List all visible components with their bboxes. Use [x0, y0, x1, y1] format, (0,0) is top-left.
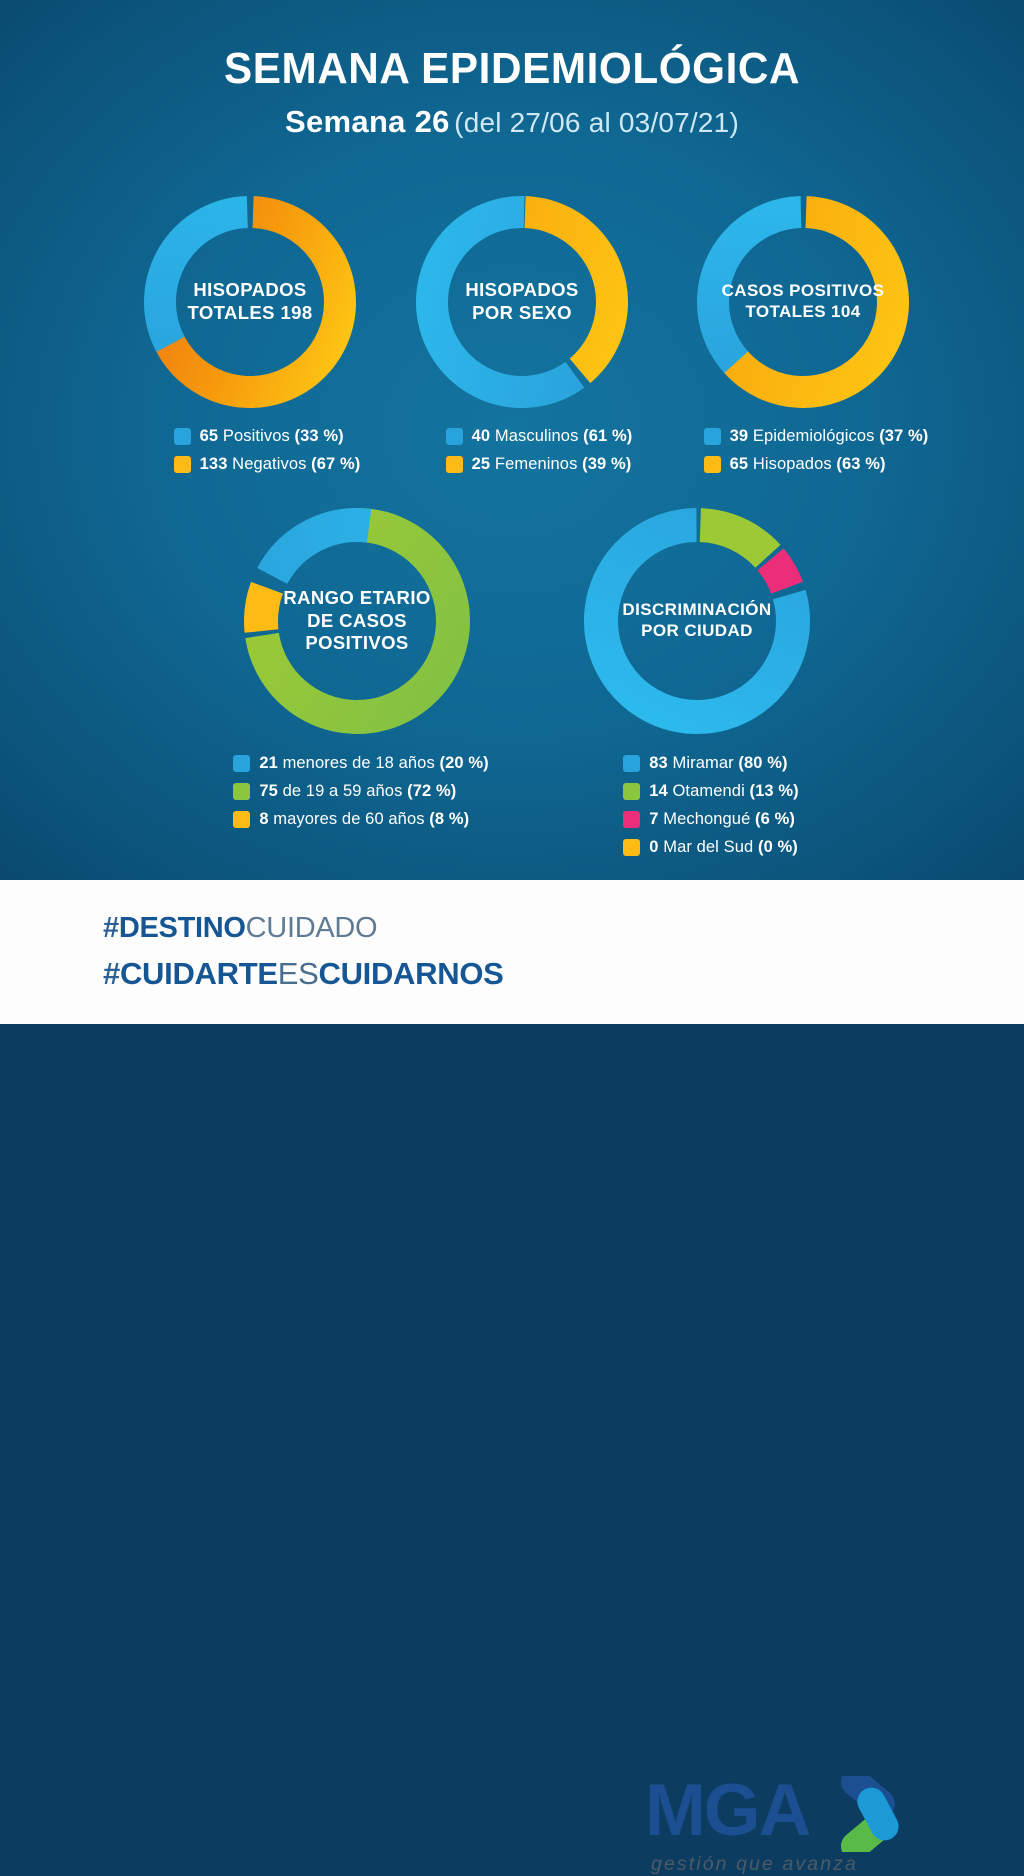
legend-item: 0 Mar del Sud (0 %): [623, 838, 798, 857]
subtitle: Semana 26 (del 27/06 al 03/07/21): [0, 104, 1024, 140]
donut-svg: [697, 196, 909, 408]
footer: #DESTINOCUIDADO #CUIDARTEESCUIDARNOS MGA: [0, 880, 1024, 1875]
legend-text: 0 Mar del Sud (0 %): [649, 838, 798, 856]
legend-text: 133 Negativos (67 %): [199, 455, 361, 473]
legend-item: 75 de 19 a 59 años (72 %): [233, 782, 488, 801]
legend-text: 40 Masculinos (61 %): [471, 427, 633, 445]
legend-swatch: [623, 783, 641, 800]
legend-text: 65 Positivos (33 %): [199, 427, 344, 445]
legend-hisopados-totales: 65 Positivos (33 %) 133 Negativos (67 %): [173, 427, 361, 474]
legend-swatch: [233, 811, 251, 828]
hashtag-bold-part: CUIDARTE: [119, 956, 278, 992]
donut-discriminacion: DISCRIMINACIÓN POR CIUDAD: [584, 508, 810, 734]
donut-svg: [144, 196, 356, 408]
donut-rango-etario: RANGO ETARIO DE CASOS POSITIVOS: [244, 508, 470, 734]
hashtag-cuidarte-es-cuidarnos: #CUIDARTEESCUIDARNOS: [103, 950, 504, 997]
chart-hisopados-sexo: HISOPADOS POR SEXO 40 Masculinos (61 %) …: [392, 196, 652, 478]
header: SEMANA EPIDEMIOLÓGICA Semana 26 (del 27/…: [0, 0, 1024, 140]
legend-casos-positivos: 39 Epidemiológicos (37 %) 65 Hisopados (…: [703, 427, 929, 474]
donut-segment-epidemiologicos: [697, 196, 909, 408]
hash-symbol: #: [103, 912, 119, 945]
chart-hisopados-totales: HISOPADOS TOTALES 198 65 Positivos (33 %…: [120, 196, 380, 478]
hashtag-destino-cuidado: #DESTINOCUIDADO: [103, 906, 504, 950]
legend-swatch: [623, 755, 641, 772]
donut-segment-negativos: [144, 196, 356, 408]
donut-hisopados-totales: HISOPADOS TOTALES 198: [144, 196, 356, 408]
donut-segment-mayores60: [244, 508, 470, 734]
logo-mark: MGA: [645, 1767, 925, 1861]
legend-text: 65 Hisopados (63 %): [729, 455, 886, 473]
legend-swatch: [233, 755, 251, 772]
legend-swatch: [173, 428, 191, 445]
hashtag-light-part: CUIDADO: [245, 912, 378, 945]
subtitle-week: Semana 26: [285, 103, 450, 139]
donut-casos-positivos: CASOS POSITIVOS TOTALES 104: [697, 196, 909, 408]
donut-segment-mechongue: [584, 508, 810, 734]
hashtag-bold-part: CUIDARNOS: [318, 956, 504, 992]
page-title: SEMANA EPIDEMIOLÓGICA: [223, 44, 801, 93]
legend-item: 7 Mechongué (6 %): [623, 810, 798, 829]
legend-text: 8 mayores de 60 años (8 %): [259, 810, 470, 828]
hashtags: #DESTINOCUIDADO #CUIDARTEESCUIDARNOS: [103, 906, 504, 997]
donut-hisopados-sexo: HISOPADOS POR SEXO: [416, 196, 628, 408]
legend-swatch: [233, 783, 251, 800]
donut-svg: [584, 508, 810, 734]
legend-item: 65 Hisopados (63 %): [703, 455, 929, 474]
mga-logo: MGA: [645, 1767, 925, 1876]
donut-svg: [244, 508, 470, 734]
legend-item: 65 Positivos (33 %): [173, 427, 361, 446]
legend-item: 25 Femeninos (39 %): [445, 455, 633, 474]
legend-swatch: [623, 811, 641, 828]
legend-text: 75 de 19 a 59 años (72 %): [259, 782, 457, 800]
legend-text: 14 Otamendi (13 %): [649, 782, 799, 800]
chart-discriminacion-ciudad: DISCRIMINACIÓN POR CIUDAD 83 Miramar (80…: [552, 508, 842, 861]
hash-symbol: #: [103, 956, 120, 992]
hashtag-bold-part: DESTINO: [118, 912, 246, 945]
legend-item: 14 Otamendi (13 %): [623, 782, 799, 801]
legend-item: 21 menores de 18 años (20 %): [233, 754, 489, 773]
legend-swatch: [445, 456, 463, 473]
legend-text: 25 Femeninos (39 %): [471, 455, 632, 473]
logo-wordmark: MGA: [645, 1770, 811, 1851]
legend-item: 8 mayores de 60 años (8 %): [233, 810, 488, 829]
donut-svg: [416, 196, 628, 408]
legend-swatch: [173, 456, 191, 473]
donut-segment-menores18: [244, 508, 470, 734]
legend-text: 21 menores de 18 años (20 %): [259, 754, 489, 772]
hashtag-light-part: ES: [277, 956, 319, 992]
legend-item: 83 Miramar (80 %): [623, 754, 798, 773]
legend-item: 39 Epidemiológicos (37 %): [703, 427, 929, 446]
legend-text: 39 Epidemiológicos (37 %): [729, 427, 929, 445]
donut-segment-positivos: [144, 196, 356, 408]
chart-rango-etario: RANGO ETARIO DE CASOS POSITIVOS 21 menor…: [212, 508, 502, 833]
legend-item: 133 Negativos (67 %): [173, 455, 361, 474]
legend-item: 40 Masculinos (61 %): [445, 427, 633, 446]
legend-swatch: [703, 428, 721, 445]
legend-discriminacion: 83 Miramar (80 %) 14 Otamendi (13 %) 7 M…: [623, 754, 799, 857]
arrow-capsules-icon: [840, 1767, 899, 1861]
legend-swatch: [623, 839, 641, 856]
chart-casos-positivos: CASOS POSITIVOS TOTALES 104 39 Epidemiol…: [658, 196, 948, 478]
legend-swatch: [445, 428, 463, 445]
subtitle-daterange: (del 27/06 al 03/07/21): [454, 106, 739, 138]
legend-text: 7 Mechongué (6 %): [649, 810, 795, 828]
donut-segment-miramar: [584, 508, 810, 734]
legend-swatch: [703, 456, 721, 473]
legend-text: 83 Miramar (80 %): [649, 754, 788, 772]
legend-rango-etario: 21 menores de 18 años (20 %) 75 de 19 a …: [233, 754, 489, 829]
legend-hisopados-sexo: 40 Masculinos (61 %) 25 Femeninos (39 %): [445, 427, 633, 474]
logo-arrow-icon: [808, 1767, 916, 1861]
